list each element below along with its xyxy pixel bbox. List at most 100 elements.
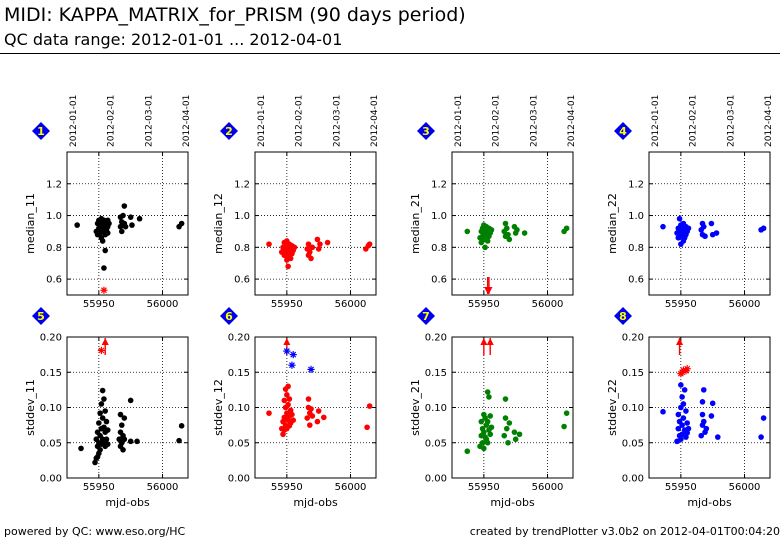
y-tick-label: 0.05	[622, 438, 644, 449]
x-axis-label: mjd-obs	[105, 496, 150, 509]
data-point	[127, 438, 134, 445]
data-point	[521, 230, 528, 236]
x-tick-label: 56000	[335, 482, 367, 493]
data-point	[685, 225, 692, 232]
data-point	[708, 413, 715, 419]
outlier-arrow	[480, 338, 488, 345]
data-point	[117, 223, 124, 230]
data-point	[702, 233, 708, 240]
date-tick-label: 2012-03-01	[144, 95, 154, 147]
data-point	[684, 420, 691, 426]
data-point	[487, 431, 494, 438]
data-point	[678, 436, 684, 443]
date-tick-label: 2012-04-01	[370, 95, 380, 147]
y-tick-label: 1.2	[628, 179, 644, 190]
data-point	[290, 417, 297, 423]
y-tick-label: 1.2	[431, 179, 447, 190]
data-point	[503, 225, 510, 232]
x-tick-label: 56000	[729, 482, 761, 493]
outlier-arrow	[486, 338, 494, 345]
y-tick-label: 0.15	[622, 368, 644, 379]
x-tick-label: 55950	[271, 299, 303, 310]
y-tick-label: 0.6	[431, 275, 447, 286]
y-tick-label: 0.05	[40, 438, 62, 449]
y-tick-label: 0.15	[228, 368, 250, 379]
data-point	[699, 399, 706, 405]
data-point	[484, 439, 491, 446]
panel-badge	[32, 307, 50, 325]
data-point	[760, 225, 767, 232]
data-point	[502, 415, 509, 421]
data-point	[287, 407, 294, 414]
page-title: MIDI: KAPPA_MATRIX_for_PRISM (90 days pe…	[4, 4, 466, 26]
data-point	[101, 396, 107, 402]
x-tick-label: 55950	[83, 482, 115, 493]
data-point	[304, 415, 311, 421]
date-tick-label: 2012-02-01	[689, 95, 699, 147]
data-point	[561, 423, 567, 430]
data-point	[479, 439, 486, 446]
data-point	[563, 410, 570, 416]
data-point	[103, 418, 110, 425]
data-point	[102, 408, 109, 414]
y-tick-label: 1.0	[628, 211, 644, 222]
y-tick-label: 1.2	[234, 179, 250, 190]
data-point	[713, 230, 720, 236]
x-axis-label: mjd-obs	[687, 496, 732, 509]
y-tick-label: 1.0	[234, 211, 250, 222]
data-point	[285, 401, 291, 408]
data-point	[305, 241, 312, 247]
plot-frame	[66, 151, 189, 296]
data-point	[120, 447, 126, 453]
y-tick-label: 0.00	[425, 474, 447, 485]
y-tick-label: 0.00	[622, 474, 644, 485]
data-point	[117, 411, 124, 418]
data-point	[683, 434, 689, 440]
data-point	[678, 382, 684, 388]
data-point	[660, 223, 666, 230]
data-point	[291, 244, 298, 251]
data-point	[98, 401, 105, 407]
data-point	[482, 244, 488, 251]
data-point	[97, 410, 103, 416]
data-point	[120, 212, 126, 219]
data-point	[289, 411, 295, 418]
data-point	[486, 394, 492, 400]
x-tick-label: 55950	[271, 482, 303, 493]
outlier-arrow	[101, 338, 109, 345]
y-tick-label: 0.6	[234, 275, 250, 286]
data-point	[97, 447, 103, 453]
x-tick-label: 55950	[83, 299, 115, 310]
data-point	[675, 425, 682, 432]
data-point	[364, 424, 370, 431]
data-point	[487, 413, 494, 419]
data-point	[516, 431, 523, 438]
data-point	[679, 431, 685, 438]
data-point	[478, 418, 485, 425]
data-point	[178, 423, 185, 429]
panel-badge	[614, 122, 632, 140]
data-point	[660, 408, 666, 415]
data-point	[280, 431, 286, 438]
y-tick-label: 0.15	[425, 368, 447, 379]
data-point	[285, 263, 291, 270]
data-point	[679, 422, 685, 428]
x-tick-label: 55950	[468, 299, 500, 310]
panel-badge	[417, 122, 435, 140]
date-tick-label: 2012-04-01	[764, 95, 774, 147]
y-tick-label: 1.2	[46, 179, 62, 190]
y-tick-label: 1.0	[431, 211, 447, 222]
date-tick-label: 2012-04-01	[182, 95, 192, 147]
plot-frame	[254, 151, 377, 296]
outlier-star	[684, 365, 691, 372]
data-point	[685, 425, 692, 432]
outlier-arrow	[485, 287, 493, 294]
data-point	[101, 265, 107, 271]
data-point	[320, 414, 327, 421]
data-point	[129, 222, 135, 228]
y-tick-label: 0.20	[622, 333, 644, 344]
data-point	[106, 220, 112, 227]
y-tick-label: 0.15	[40, 368, 62, 379]
x-axis-label: mjd-obs	[293, 496, 338, 509]
plot-panel-7: 55950 56000 0.00 0.05 0.10 0.15 0.20 stddev_21m…	[409, 307, 574, 509]
